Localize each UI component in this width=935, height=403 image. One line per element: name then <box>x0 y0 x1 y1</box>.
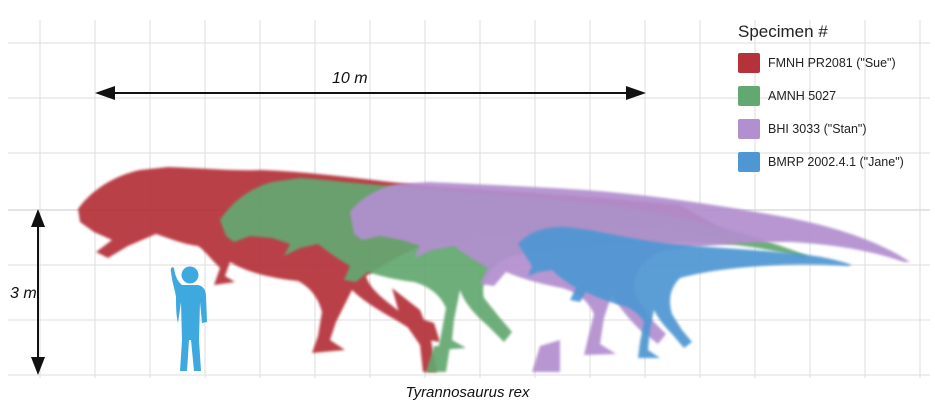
legend-swatch-jane <box>738 152 760 172</box>
caption: Tyrannosaurus rex <box>405 384 530 401</box>
horizontal-scale-label: 10 m <box>332 70 368 87</box>
legend-label-amnh: AMNH 5027 <box>768 89 837 103</box>
legend-label-sue: FMNH PR2081 ("Sue") <box>768 56 896 70</box>
vertical-scale-label: 3 m <box>10 285 37 302</box>
legend-item-stan: BHI 3033 ("Stan") <box>738 118 928 140</box>
scale-arrow-3m <box>31 209 45 375</box>
legend-swatch-amnh <box>738 86 760 106</box>
legend-item-amnh: AMNH 5027 <box>738 85 928 107</box>
legend-item-jane: BMRP 2002.4.1 ("Jane") <box>738 151 928 173</box>
legend-swatch-sue <box>738 53 760 73</box>
silhouette-jane <box>518 226 852 358</box>
legend-swatch-stan <box>738 119 760 139</box>
scale-arrow-10m <box>95 86 646 100</box>
legend-item-sue: FMNH PR2081 ("Sue") <box>738 52 928 74</box>
legend: Specimen # FMNH PR2081 ("Sue") AMNH 5027… <box>738 22 928 184</box>
human-silhouette <box>170 266 207 371</box>
legend-label-jane: BMRP 2002.4.1 ("Jane") <box>768 155 904 169</box>
legend-label-stan: BHI 3033 ("Stan") <box>768 122 867 136</box>
legend-title: Specimen # <box>738 22 828 41</box>
